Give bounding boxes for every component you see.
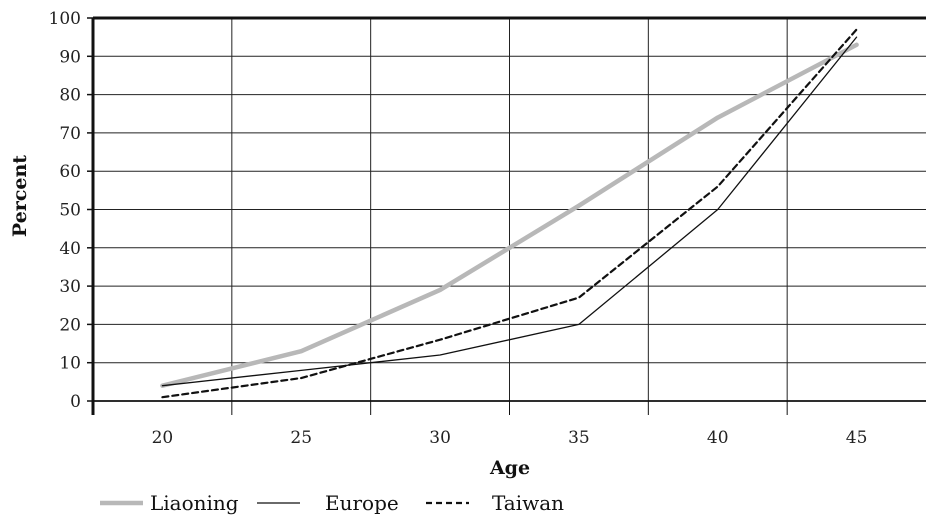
- series-line-liaoning: [160, 42, 859, 388]
- x-tick-label: 45: [846, 428, 868, 448]
- legend-label-taiwan: Taiwan: [492, 491, 564, 515]
- legend: Liaoning Europe Taiwan: [100, 491, 564, 515]
- y-tick-label: 60: [59, 162, 81, 182]
- x-tick-label: 35: [568, 428, 590, 448]
- y-tick-label: 10: [59, 354, 81, 374]
- tick-label-layer: 0 10 20 30 40 50 60 70 80 90 100 20 25 30 35 40 45: [49, 9, 868, 448]
- axes-layer: [87, 16, 926, 415]
- legend-label-europe: Europe: [325, 491, 399, 515]
- x-tick-label: 20: [152, 428, 174, 448]
- series-line-europe: [161, 36, 858, 387]
- axis-title-layer: Age Percent: [9, 155, 530, 479]
- y-tick-label: 40: [59, 239, 81, 259]
- x-tick-label: 25: [290, 428, 312, 448]
- y-tick-label: 90: [59, 47, 81, 67]
- y-tick-label: 100: [49, 9, 81, 29]
- y-tick-label: 50: [59, 201, 81, 221]
- y-tick-label: 0: [70, 392, 81, 412]
- x-tick-label: 30: [429, 428, 451, 448]
- legend-label-liaoning: Liaoning: [150, 491, 239, 515]
- series-line-taiwan: [161, 28, 858, 399]
- y-tick-label: 70: [59, 124, 81, 144]
- x-axis-title: Age: [489, 457, 530, 479]
- y-axis-title: Percent: [9, 155, 31, 237]
- series-layer: [160, 28, 859, 399]
- x-tick-label: 40: [707, 428, 729, 448]
- y-tick-label: 30: [59, 277, 81, 297]
- y-tick-label: 20: [59, 315, 81, 335]
- y-tick-label: 80: [59, 86, 81, 106]
